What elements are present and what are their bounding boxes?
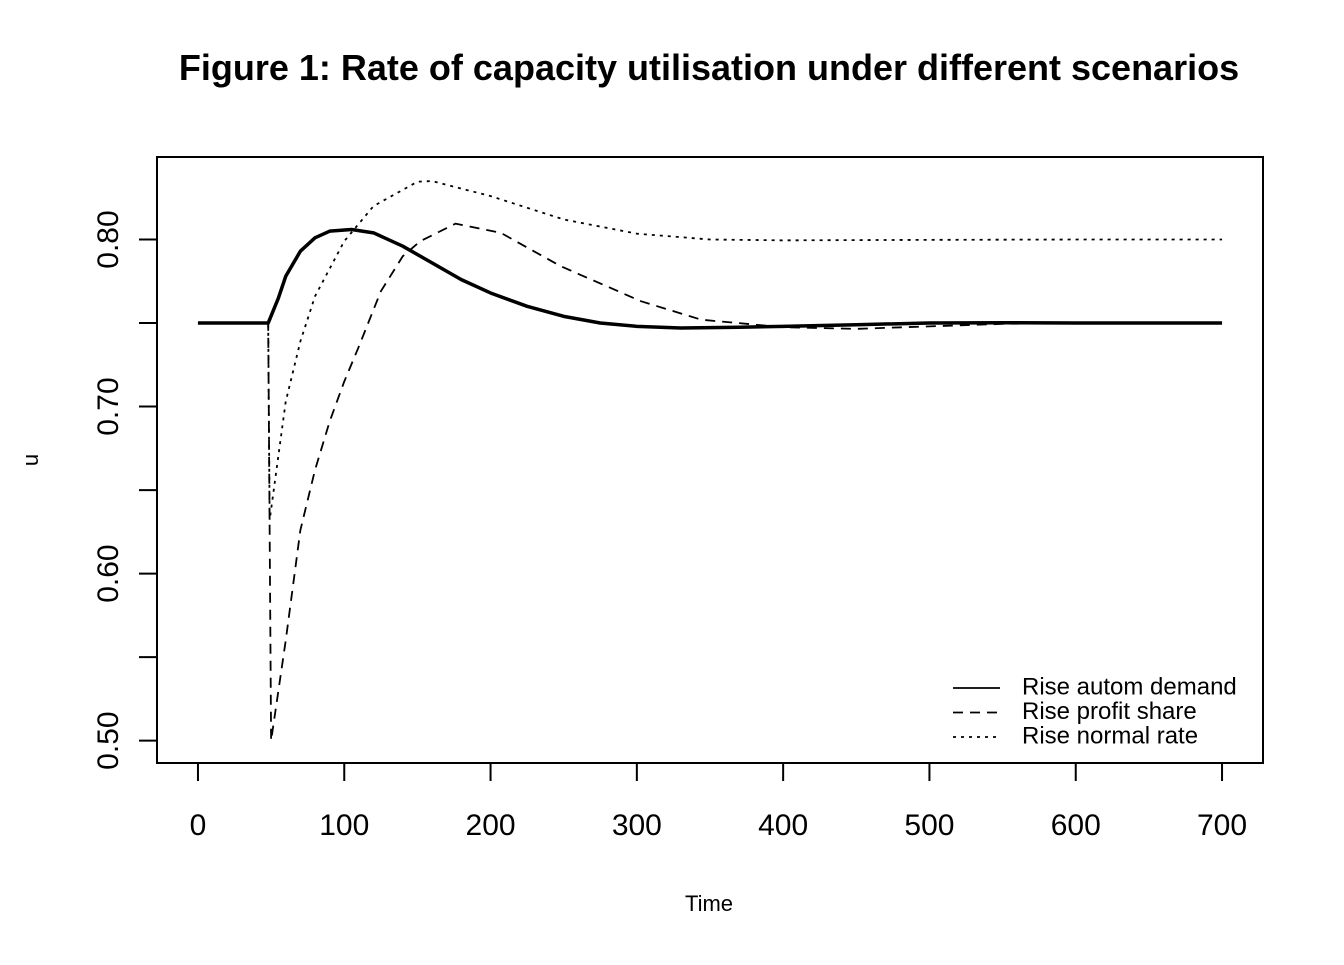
legend-label: Rise normal rate — [1022, 722, 1198, 749]
legend-label: Rise autom demand — [1022, 673, 1237, 700]
series-line — [197, 222, 1223, 742]
x-tick-label: 300 — [612, 809, 662, 842]
y-tick-label: 0.80 — [92, 210, 125, 268]
y-tick-label: 0.50 — [92, 711, 125, 769]
x-tick-label: 200 — [466, 809, 516, 842]
x-tick-label: 600 — [1051, 809, 1101, 842]
series-line — [197, 180, 1223, 522]
x-tick-label: 500 — [904, 809, 954, 842]
y-tick-label: 0.70 — [92, 377, 125, 435]
x-tick-label: 100 — [319, 809, 369, 842]
x-tick-label: 400 — [758, 809, 808, 842]
legend-label: Rise profit share — [1022, 698, 1197, 725]
y-tick-label: 0.60 — [92, 544, 125, 602]
chart-title: Figure 1: Rate of capacity utilisation u… — [179, 47, 1239, 88]
x-tick-label: 700 — [1197, 809, 1247, 842]
series-line — [197, 227, 1223, 330]
plot-frame — [156, 156, 1264, 764]
y-axis-label: u — [18, 454, 43, 466]
x-axis-label: Time — [685, 891, 733, 916]
x-tick-label: 0 — [190, 809, 207, 842]
